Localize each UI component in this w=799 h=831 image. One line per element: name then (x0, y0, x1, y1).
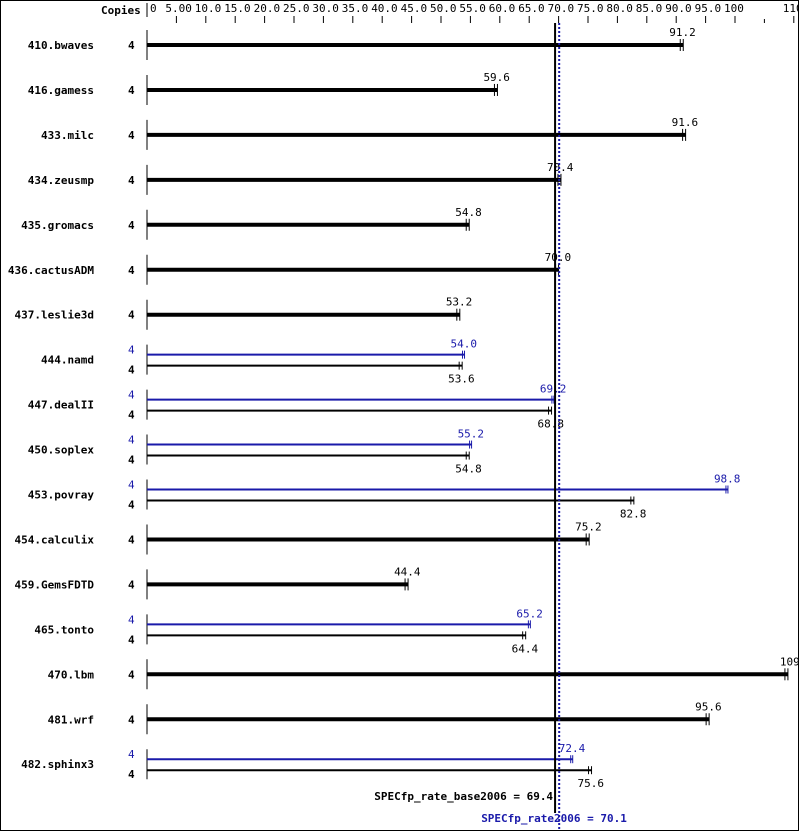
benchmark-label: 444.namd (41, 354, 94, 367)
x-tick-label: 35.0 (342, 2, 369, 15)
base-value-label: 70.0 (545, 251, 572, 264)
copies-value: 4 (128, 713, 135, 726)
base-copies-value: 4 (128, 454, 135, 467)
x-tick-label: 60.0 (489, 2, 516, 15)
base-copies-value: 4 (128, 768, 135, 781)
x-tick-label: 25.0 (283, 2, 310, 15)
peak-value-label: 55.2 (458, 428, 485, 441)
copies-value: 4 (128, 84, 135, 97)
copies-value: 4 (128, 39, 135, 52)
base-value-label: 75.2 (575, 520, 602, 533)
x-tick-label: 0 (150, 2, 157, 15)
base-value-label: 91.2 (669, 26, 696, 39)
base-value-label: 54.8 (455, 463, 482, 476)
benchmark-label: 454.calculix (15, 533, 95, 546)
base-value-label: 53.2 (446, 296, 473, 309)
benchmark-label: 435.gromacs (21, 219, 94, 232)
copies-value: 4 (128, 309, 135, 322)
base-value-label: 70.4 (547, 161, 574, 174)
benchmark-label: 433.milc (41, 129, 94, 142)
base-copies-value: 4 (128, 364, 135, 377)
base-value-label: 109 (780, 655, 798, 668)
copies-value: 4 (128, 219, 135, 232)
x-tick-label: 70.0 (548, 2, 575, 15)
base-value-label: 75.6 (578, 777, 605, 790)
x-tick-label: 20.0 (254, 2, 281, 15)
x-tick-label: 80.0 (606, 2, 633, 15)
x-tick-label: 90.0 (665, 2, 692, 15)
x-tick-label: 110 (783, 2, 798, 15)
x-tick-label: 85.0 (636, 2, 663, 15)
benchmark-label: 450.soplex (28, 444, 95, 457)
copies-value: 4 (128, 129, 135, 142)
peak-value-label: 54.0 (451, 338, 478, 351)
copies-value: 4 (128, 174, 135, 187)
x-tick-label: 45.0 (401, 2, 428, 15)
x-tick-label: 50.0 (430, 2, 457, 15)
x-tick-label: 100 (724, 2, 744, 15)
benchmark-label: 465.tonto (34, 623, 94, 636)
peak-value-label: 65.2 (516, 607, 543, 620)
base-value-label: 64.4 (512, 642, 539, 655)
peak-value-label: 69.2 (540, 383, 567, 396)
peak-copies-value: 4 (128, 479, 135, 492)
x-tick-label: 55.0 (459, 2, 486, 15)
peak-summary-label: SPECfp_rate2006 = 70.1 (481, 812, 627, 825)
peak-copies-value: 4 (128, 389, 135, 402)
base-value-label: 95.6 (695, 700, 722, 713)
base-copies-value: 4 (128, 633, 135, 646)
peak-copies-value: 4 (128, 344, 135, 357)
copies-value: 4 (128, 578, 135, 591)
benchmark-label: 482.sphinx3 (21, 758, 94, 771)
base-value-label: 54.8 (455, 206, 482, 219)
copies-value: 4 (128, 533, 135, 546)
benchmark-label: 436.cactusADM (8, 264, 94, 277)
copies-header: Copies (101, 4, 141, 17)
benchmark-label: 410.bwaves (28, 39, 94, 52)
peak-value-label: 98.8 (714, 473, 741, 486)
benchmark-label: 434.zeusmp (28, 174, 95, 187)
peak-value-label: 72.4 (559, 742, 586, 755)
base-value-label: 59.6 (483, 71, 510, 84)
x-tick-label: 75.0 (577, 2, 604, 15)
base-copies-value: 4 (128, 409, 135, 422)
peak-copies-value: 4 (128, 434, 135, 447)
x-tick-label: 95.0 (695, 2, 722, 15)
x-tick-label: 40.0 (371, 2, 398, 15)
base-value-label: 44.4 (394, 565, 421, 578)
base-value-label: 82.8 (620, 508, 647, 521)
peak-copies-value: 4 (128, 613, 135, 626)
x-tick-label: 15.0 (224, 2, 251, 15)
base-value-label: 68.8 (538, 418, 565, 431)
peak-copies-value: 4 (128, 748, 135, 761)
base-value-label: 91.6 (672, 116, 699, 129)
benchmark-label: 416.gamess (28, 84, 94, 97)
x-tick-label: 10.0 (195, 2, 222, 15)
benchmark-label: 453.povray (28, 489, 95, 502)
benchmark-label: 481.wrf (48, 713, 94, 726)
benchmark-label: 470.lbm (48, 668, 95, 681)
base-copies-value: 4 (128, 499, 135, 512)
copies-value: 4 (128, 668, 135, 681)
copies-value: 4 (128, 264, 135, 277)
benchmark-label: 447.dealII (28, 399, 94, 412)
x-tick-label: 65.0 (518, 2, 545, 15)
x-tick-label: 5.00 (165, 2, 192, 15)
benchmark-label: 437.leslie3d (15, 309, 94, 322)
base-value-label: 53.6 (448, 373, 475, 386)
x-tick-label: 30.0 (312, 2, 339, 15)
base-summary-label: SPECfp_rate_base2006 = 69.4 (374, 790, 553, 803)
benchmark-label: 459.GemsFDTD (15, 578, 95, 591)
